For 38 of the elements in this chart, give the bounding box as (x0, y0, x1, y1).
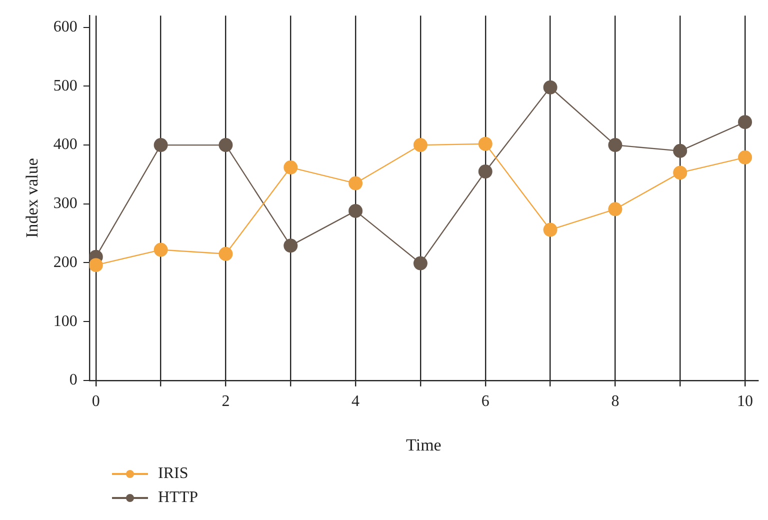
point (284, 238, 298, 253)
point (738, 115, 752, 130)
y-tick-label: 0 (69, 372, 78, 389)
point (608, 138, 622, 152)
point (673, 144, 688, 158)
point (478, 136, 492, 151)
x-tick-label: 0 (92, 393, 100, 410)
point (348, 204, 363, 218)
point (738, 150, 752, 164)
point (413, 138, 428, 152)
y-tick-label: 300 (53, 195, 78, 212)
point (218, 246, 233, 261)
y-tick-label: 600 (53, 18, 78, 36)
point (348, 176, 363, 190)
point (608, 202, 622, 216)
y-tick-label: 500 (53, 77, 78, 94)
point (413, 256, 428, 270)
x-axis-title: Time (406, 435, 442, 454)
legend-label: IRIS (158, 465, 188, 483)
point (89, 258, 103, 272)
point (543, 222, 558, 237)
point (218, 138, 233, 152)
x-tick-label: 2 (222, 393, 230, 410)
x-tick-label: 8 (611, 393, 620, 410)
x-tick-label: 4 (352, 393, 360, 410)
y-axis-title: Index value (22, 158, 42, 238)
point (284, 160, 298, 174)
x-tick-label: 10 (737, 393, 754, 410)
legend-label: HTTP (158, 489, 198, 507)
point (154, 138, 168, 152)
y-tick-label: 100 (53, 312, 78, 330)
point (543, 80, 558, 94)
y-tick-label: 400 (53, 136, 78, 154)
point (673, 166, 688, 180)
x-tick-label: 6 (481, 393, 490, 410)
point (154, 242, 168, 257)
point (478, 164, 492, 179)
y-tick-label: 200 (53, 254, 78, 271)
